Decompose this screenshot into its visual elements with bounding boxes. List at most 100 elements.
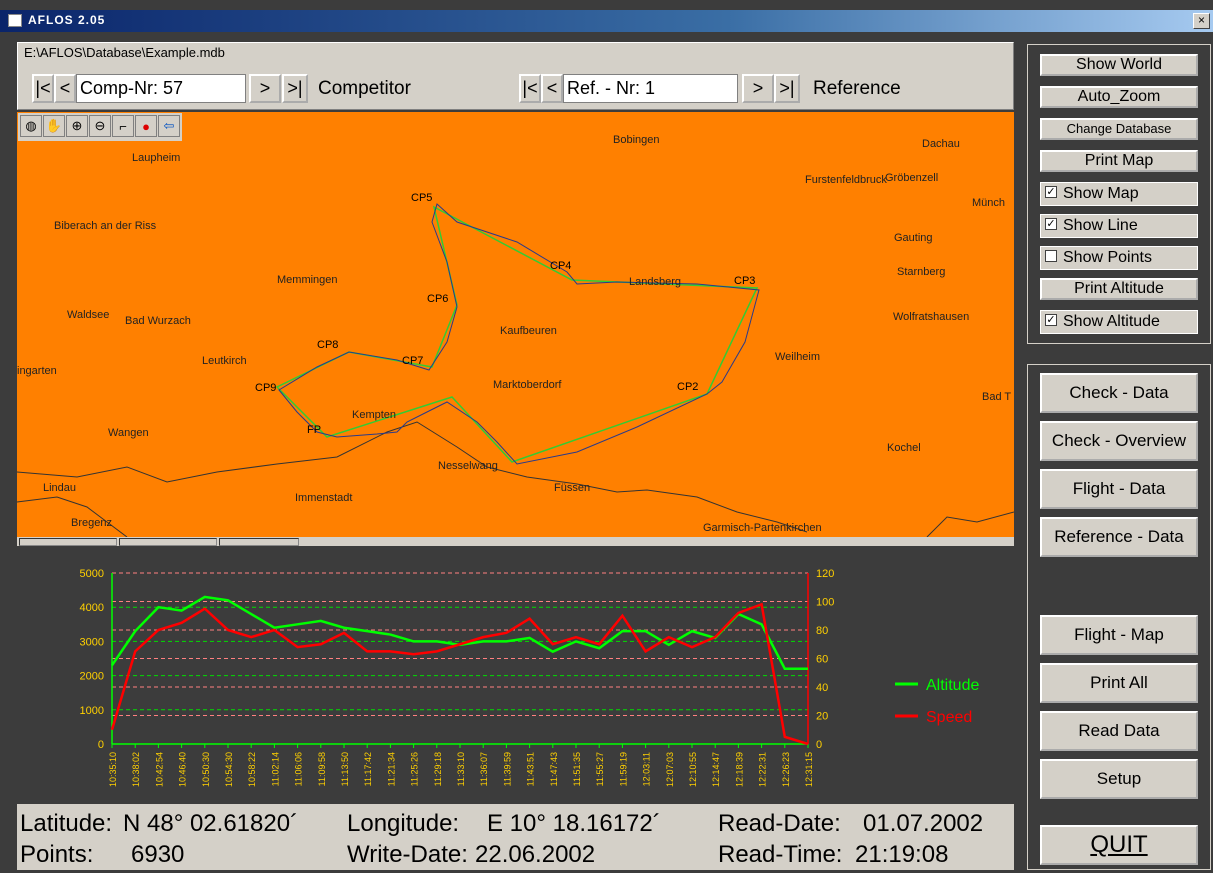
city-label: Bregenz (71, 517, 112, 529)
checkpoint-label: CP2 (677, 381, 699, 393)
city-label: Wangen (108, 427, 149, 439)
x-tick-label: 11:25:26 (410, 752, 420, 786)
city-label: Gröbenzell (885, 172, 939, 184)
info-panel: Latitude: N 48° 02.61820´ Longitude: E 1… (17, 804, 1014, 870)
competitor-prev-button[interactable]: < (54, 74, 76, 103)
flight-data-button[interactable]: Flight - Data (1040, 469, 1198, 509)
close-button[interactable]: × (1193, 13, 1210, 29)
left-tick-label: 5000 (80, 568, 104, 580)
reference-number-field[interactable]: Ref. - Nr: 1 (563, 74, 738, 103)
right-tick-label: 60 (816, 654, 828, 666)
points-label: Points: (20, 841, 94, 868)
city-label: Leutkirch (202, 355, 247, 367)
x-tick-label: 10:42:54 (154, 752, 164, 787)
flight-map-button[interactable]: Flight - Map (1040, 615, 1198, 655)
quit-button[interactable]: QUIT (1040, 825, 1198, 865)
reference-first-button[interactable]: |< (519, 74, 541, 103)
hand-icon[interactable]: ✋ (43, 115, 65, 137)
city-label: Münch (972, 197, 1006, 209)
check-data-button[interactable]: Check - Data (1040, 373, 1198, 413)
print-map-button[interactable]: Print Map (1040, 150, 1198, 172)
show-points-label: Show Points (1063, 249, 1152, 266)
city-label: Bad Wurzach (125, 315, 191, 327)
setup-button[interactable]: Setup (1040, 759, 1198, 799)
right-tick-label: 20 (816, 711, 828, 723)
city-label: Nesselwang (438, 460, 498, 472)
show-altitude-checkbox[interactable]: ✓ Show Altitude (1040, 310, 1198, 334)
city-label: Landsberg (629, 276, 681, 288)
competitor-last-button[interactable]: >| (282, 74, 308, 103)
reference-prev-button[interactable]: < (541, 74, 563, 103)
actions-panel: Check - Data Check - Overview Flight - D… (1027, 364, 1211, 870)
competitor-label: Competitor (318, 78, 411, 99)
x-tick-label: 11:29:18 (433, 752, 443, 786)
city-label: Marktoberdorf (493, 379, 562, 391)
competitor-number-field[interactable]: Comp-Nr: 57 (76, 74, 246, 103)
show-map-checkbox[interactable]: ✓ Show Map (1040, 182, 1198, 206)
title-bar[interactable] (0, 10, 1213, 32)
globe-icon[interactable]: ◍ (20, 115, 42, 137)
reference-data-button[interactable]: Reference - Data (1040, 517, 1198, 557)
altitude-speed-chart: 0 1000 2000 3000 4000 5000 0 20 40 60 80 100 120 10:3… (80, 568, 980, 787)
checkpoint-label: FP (307, 424, 322, 436)
x-tick-label: 11:59:19 (618, 752, 628, 786)
check-icon: ✓ (1045, 218, 1057, 231)
city-label: Lindau (43, 482, 77, 494)
x-tick-label: 12:10:55 (688, 752, 698, 787)
x-tick-label: 12:22:31 (758, 752, 768, 787)
show-points-checkbox[interactable]: Show Points (1040, 246, 1198, 270)
zoom-in-icon[interactable]: ⊕ (66, 115, 88, 137)
city-label: Furstenfeldbruck (805, 174, 887, 186)
print-altitude-button[interactable]: Print Altitude (1040, 278, 1198, 300)
x-tick-label: 11:33:10 (456, 752, 466, 786)
x-tick-label: 12:31:15 (804, 752, 814, 787)
right-tick-label: 100 (816, 597, 834, 609)
zoom-out-icon[interactable]: ⊖ (89, 115, 111, 137)
reference-last-button[interactable]: >| (774, 74, 800, 103)
map-view[interactable]: ◍ ✋ ⊕ ⊖ ⌐ ● ⇦ Laupheim Bobingen Dachau F… (17, 112, 1014, 537)
competitor-first-button[interactable]: |< (32, 74, 54, 103)
city-label: Garmisch-Partenkirchen (703, 522, 822, 534)
measure-icon[interactable]: ⌐ (112, 115, 134, 137)
x-tick-label: 10:54:30 (224, 752, 234, 787)
x-tick-label: 10:38:02 (131, 752, 141, 787)
map-options-panel: Show World Auto_Zoom Change Database Pri… (1027, 44, 1211, 344)
read-time-value: 21:19:08 (855, 841, 949, 868)
checkpoint-label: CP9 (255, 382, 277, 394)
right-tick-label: 0 (816, 739, 822, 751)
longitude-value: E 10° 18.16172´ (487, 810, 661, 837)
check-overview-button[interactable]: Check - Overview (1040, 421, 1198, 461)
x-tick-label: 12:03:11 (642, 752, 652, 786)
print-all-button[interactable]: Print All (1040, 663, 1198, 703)
read-data-button[interactable]: Read Data (1040, 711, 1198, 751)
right-tick-label: 40 (816, 682, 828, 694)
city-label: ingarten (17, 365, 57, 377)
city-label: Bobingen (613, 134, 660, 146)
status-segment (19, 538, 117, 546)
x-tick-label: 11:09:58 (317, 752, 327, 786)
app-icon[interactable] (8, 14, 22, 27)
city-label: Immenstadt (295, 492, 353, 504)
competitor-next-button[interactable]: > (249, 74, 281, 103)
reference-next-button[interactable]: > (742, 74, 774, 103)
x-tick-label: 12:07:03 (665, 752, 675, 787)
navigation-panel: E:\AFLOS\Database\Example.mdb |< < Comp-… (17, 42, 1014, 110)
left-tick-label: 1000 (80, 705, 104, 717)
x-tick-label: 10:58:22 (247, 752, 257, 787)
map-status-bar (17, 537, 1014, 546)
change-database-button[interactable]: Change Database (1040, 118, 1198, 140)
legend-label: Speed (926, 709, 972, 726)
status-segment (119, 538, 217, 546)
back-arrow-icon[interactable]: ⇦ (158, 115, 180, 137)
info-icon[interactable]: ● (135, 115, 157, 137)
city-label: Bad T (982, 391, 1012, 403)
city-label: Wolfratshausen (893, 311, 970, 323)
show-map-label: Show Map (1063, 185, 1139, 202)
left-tick-label: 4000 (80, 602, 104, 614)
x-tick-label: 11:36:07 (479, 752, 489, 786)
x-tick-label: 12:14:47 (711, 752, 721, 787)
right-tick-label: 80 (816, 625, 828, 637)
auto-zoom-button[interactable]: Auto_Zoom (1040, 86, 1198, 108)
show-line-checkbox[interactable]: ✓ Show Line (1040, 214, 1198, 238)
show-world-button[interactable]: Show World (1040, 54, 1198, 76)
